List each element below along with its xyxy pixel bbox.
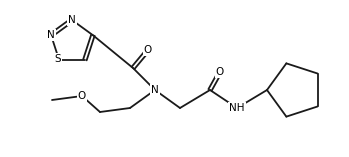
Text: O: O <box>144 45 152 55</box>
Text: O: O <box>78 91 86 101</box>
Text: N: N <box>68 15 76 25</box>
Text: N: N <box>47 30 55 40</box>
Text: N: N <box>151 85 159 95</box>
Text: NH: NH <box>229 103 245 113</box>
Text: S: S <box>55 54 61 64</box>
Text: O: O <box>216 67 224 77</box>
